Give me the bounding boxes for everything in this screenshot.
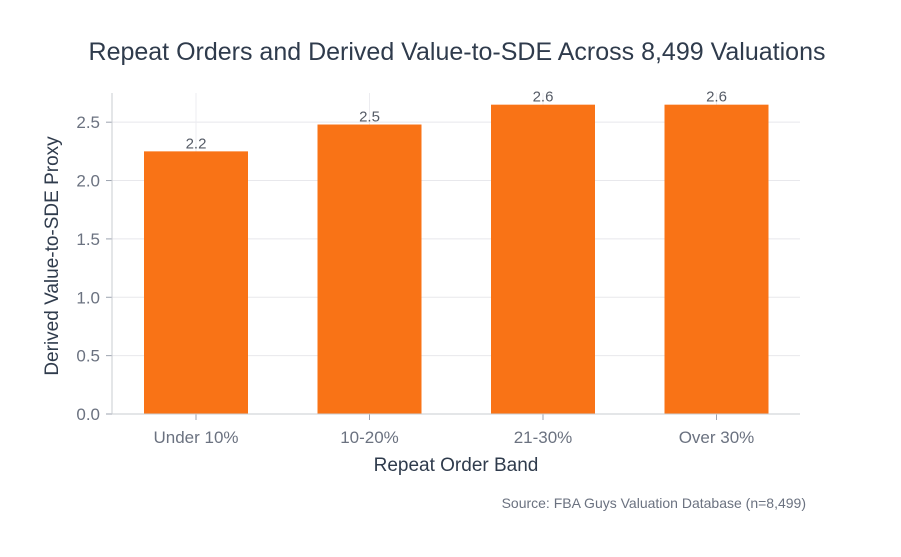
source-note: Source: FBA Guys Valuation Database (n=8…: [501, 495, 806, 511]
y-tick-label: 1.5: [76, 230, 100, 249]
x-tick-label: Over 30%: [679, 428, 755, 447]
bars: 2.2 2.5 2.6 2.6: [144, 89, 769, 415]
axes: 0.0 0.5 1.0 1.5 2.0 2.5 Under 10% 10-20% 21-30% O…: [76, 93, 800, 447]
bar-value-label: 2.5: [359, 109, 380, 126]
y-tick-label: 1.0: [76, 288, 100, 307]
x-tick-label: 10-20%: [340, 428, 399, 447]
bar: [664, 104, 769, 414]
bar-value-label: 2.2: [186, 135, 207, 152]
y-tick-label: 2.5: [76, 113, 100, 132]
x-tick-label: 21-30%: [514, 428, 573, 447]
y-tick-label: 0.0: [76, 405, 100, 424]
bar: [491, 104, 595, 414]
bar: [144, 151, 248, 414]
bar: [317, 124, 422, 415]
bar-value-label: 2.6: [533, 89, 554, 106]
x-tick-label: Under 10%: [153, 428, 238, 447]
x-axis-label: Repeat Order Band: [374, 455, 539, 476]
y-axis-label: Derived Value-to-SDE Proxy: [42, 136, 63, 376]
bar-value-label: 2.6: [706, 89, 727, 106]
y-tick-label: 2.0: [76, 172, 100, 191]
y-tick-label: 0.5: [76, 347, 100, 366]
chart-title: Repeat Orders and Derived Value-to-SDE A…: [88, 38, 826, 66]
